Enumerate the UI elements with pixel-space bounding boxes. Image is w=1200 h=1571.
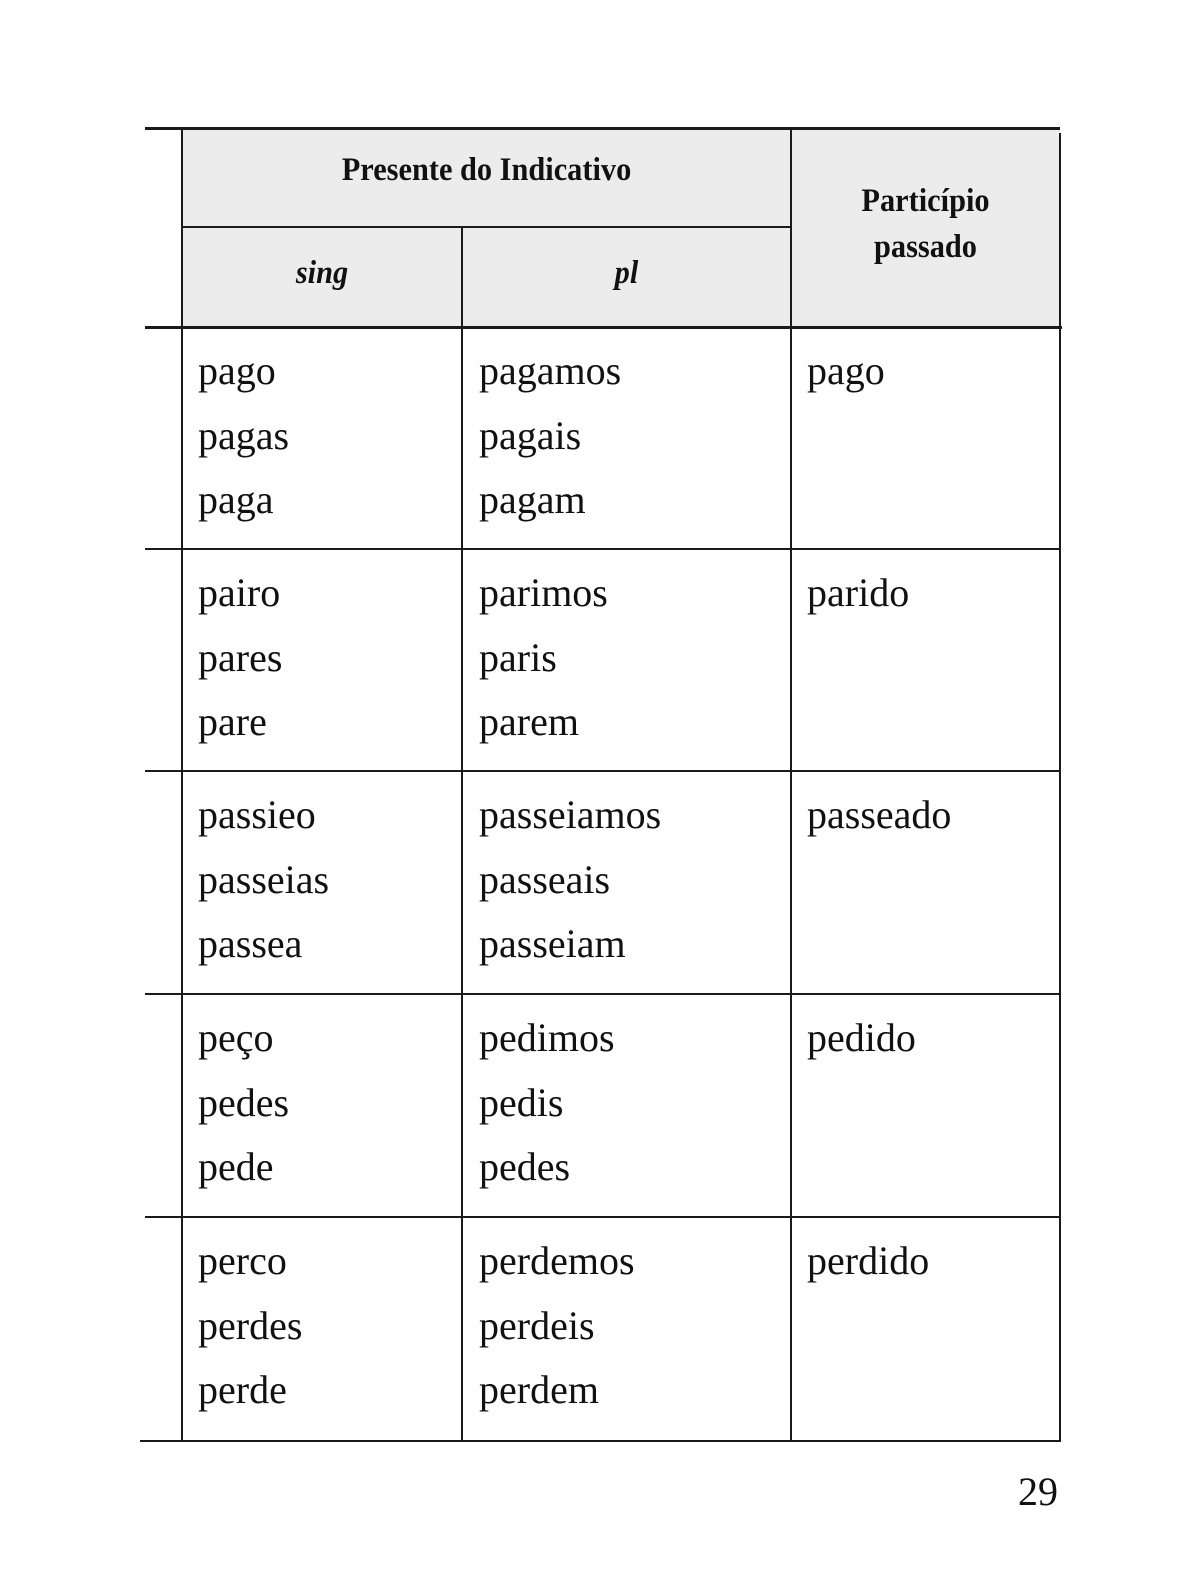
singular-forms: peço pedes pede (198, 1006, 289, 1200)
verb-form: peço (198, 1015, 274, 1060)
verb-form: passeias (198, 856, 330, 902)
participle-cell: parido (807, 561, 909, 626)
verb-form: pairo (198, 570, 281, 615)
verb-form: perdemos (479, 1238, 635, 1283)
row-rule (145, 993, 1060, 995)
plural-forms: perdemos perdeis perdem (479, 1229, 635, 1423)
verb-form: perdes (198, 1302, 303, 1348)
header-divider (183, 226, 790, 228)
verb-form: pedimos (479, 1015, 615, 1060)
header-background (183, 130, 1060, 327)
participle-form: perdido (807, 1238, 930, 1283)
participle-cell: pedido (807, 1006, 916, 1071)
row-rule (145, 1216, 1060, 1218)
verb-form: passeiam (479, 921, 626, 966)
header-participio-passado: Particípio passado (803, 178, 1049, 270)
verb-form: passea (198, 921, 303, 966)
plural-forms: pagamos pagais pagam (479, 339, 621, 533)
row-rule (145, 770, 1060, 772)
header-sing: sing (295, 255, 349, 291)
verb-form: pagam (479, 477, 586, 522)
verb-form: passeais (479, 856, 611, 902)
singular-forms: perco perdes perde (198, 1229, 302, 1423)
row-rule (140, 1440, 1060, 1442)
verb-form: parimos (479, 570, 608, 615)
verb-form: pede (198, 1144, 274, 1189)
verb-form: pedes (479, 1144, 571, 1189)
header-participio: Particípio (861, 183, 990, 219)
verb-form: pago (198, 348, 276, 393)
header-presente-do-indicativo: Presente do Indicativo (341, 152, 632, 188)
plural-forms: parimos paris parem (479, 561, 608, 755)
left-border (181, 128, 183, 1442)
column-divider-2 (790, 128, 792, 1442)
verb-form: pedis (479, 1079, 564, 1125)
verb-form: paris (479, 634, 557, 680)
verb-form: passieo (198, 792, 316, 837)
verb-form: pare (198, 699, 267, 744)
singular-forms: pairo pares pare (198, 561, 282, 755)
participle-form: pago (807, 348, 885, 393)
participle-cell: passeado (807, 783, 951, 848)
participle-cell: perdido (807, 1229, 929, 1294)
verb-form: pagas (198, 412, 290, 458)
verb-form: passeiamos (479, 792, 662, 837)
plural-forms: passeiamos passeais passeiam (479, 783, 661, 977)
plural-forms: pedimos pedis pedes (479, 1006, 615, 1200)
verb-form: pedes (198, 1079, 290, 1125)
page-number: 29 (1018, 1469, 1058, 1514)
verb-form: pares (198, 634, 283, 680)
participle-form: passeado (807, 792, 952, 837)
header-bottom-rule (145, 326, 1062, 329)
table-top-rule (145, 127, 1060, 130)
verb-form: perdem (479, 1367, 599, 1412)
participle-form: parido (807, 570, 910, 615)
verb-form: parem (479, 699, 579, 744)
verb-form: paga (198, 477, 274, 522)
verb-form: pagamos (479, 348, 622, 393)
participle-form: pedido (807, 1015, 916, 1060)
singular-forms: passieo passeias passea (198, 783, 329, 977)
row-rule (145, 548, 1060, 550)
column-divider-1 (461, 227, 463, 1442)
right-border (1059, 133, 1061, 1442)
verb-form: perco (198, 1238, 287, 1283)
header-pl: pl (614, 255, 639, 291)
verb-form: pagais (479, 412, 582, 458)
verb-form: perde (198, 1367, 287, 1412)
singular-forms: pago pagas paga (198, 339, 289, 533)
participle-cell: pago (807, 339, 885, 404)
header-passado: passado (874, 229, 977, 265)
verb-form: perdeis (479, 1302, 595, 1348)
